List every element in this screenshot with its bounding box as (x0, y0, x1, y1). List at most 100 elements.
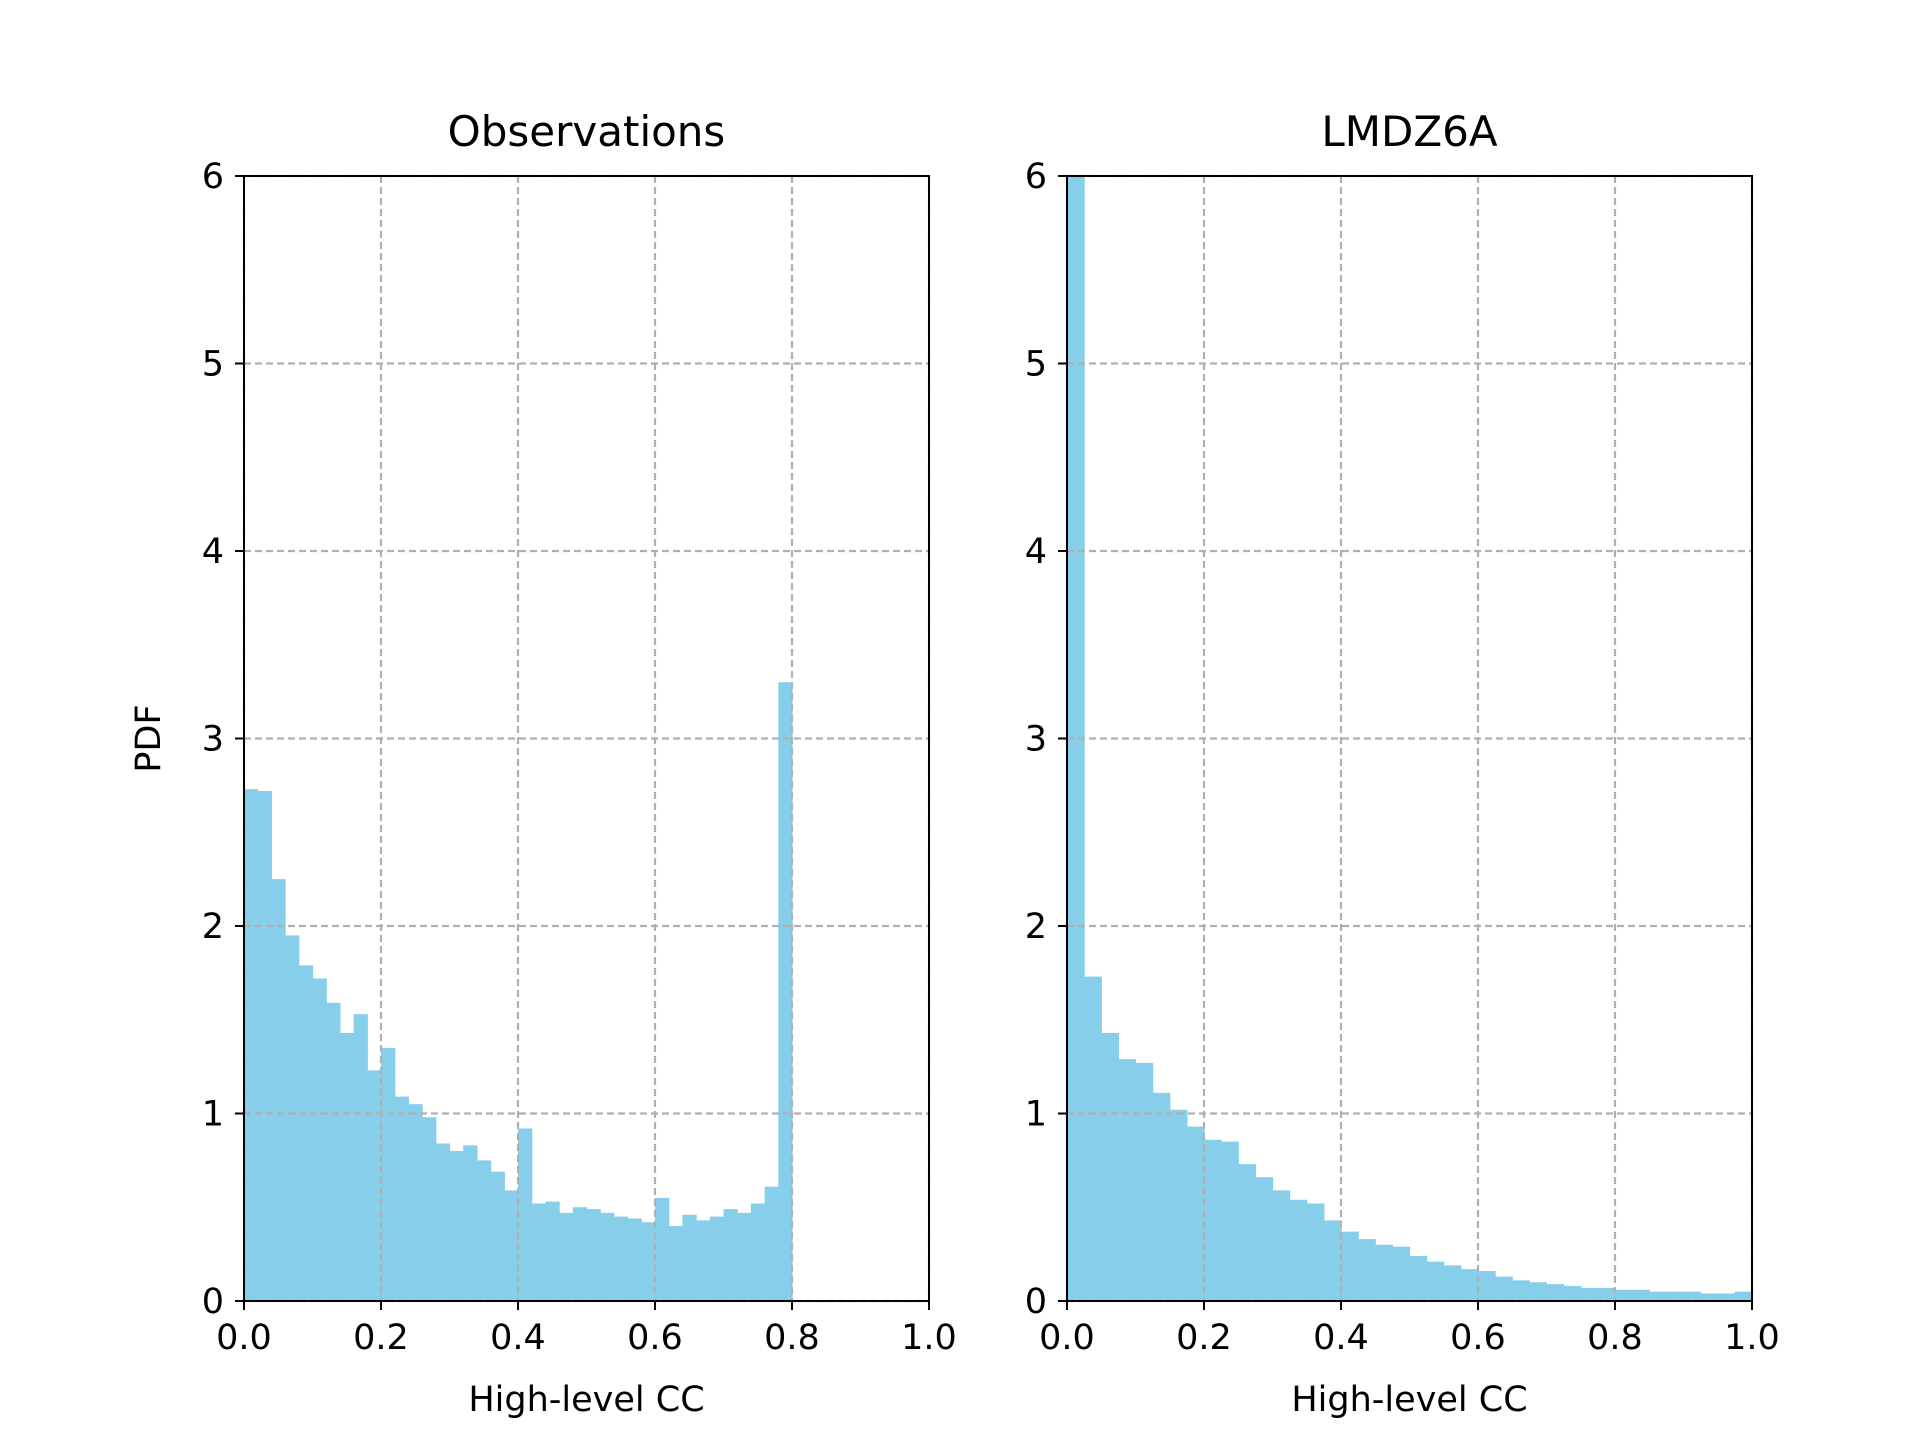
x-tick-label-lmdz6a-5: 1.0 (1724, 1318, 1780, 1358)
bar-lmdz6a-39 (1734, 1291, 1753, 1301)
y-tick-label-lmdz6a-4: 4 (1025, 532, 1047, 572)
bar-lmdz6a-26 (1512, 1280, 1530, 1301)
bar-observations-28 (627, 1218, 642, 1301)
bar-observations-2 (271, 879, 286, 1301)
bar-observations-8 (353, 1014, 368, 1301)
bar-lmdz6a-33 (1632, 1289, 1650, 1301)
bars-observations (244, 682, 793, 1301)
x-tick-label-observations-5: 1.0 (901, 1318, 957, 1358)
bar-observations-29 (641, 1222, 656, 1301)
bar-observations-7 (339, 1032, 355, 1301)
y-tick-label-observations-0: 0 (202, 1282, 224, 1322)
bar-lmdz6a-24 (1478, 1271, 1496, 1301)
panel-observations: 0.0 0.2 0.4 0.6 0.8 1.0 0 1 2 3 4 5 6 Observations H… (129, 107, 957, 1420)
ticks-observations: 0.0 0.2 0.4 0.6 0.8 1.0 0 1 2 3 4 5 6 (202, 157, 957, 1358)
bar-lmdz6a-3 (1118, 1059, 1137, 1301)
bar-observations-24 (572, 1207, 588, 1301)
y-tick-label-observations-2: 2 (202, 907, 224, 947)
bar-observations-25 (586, 1209, 601, 1301)
x-axis-label-observations: High-level CC (468, 1380, 704, 1420)
bar-lmdz6a-37 (1700, 1293, 1719, 1301)
bar-lmdz6a-14 (1306, 1203, 1325, 1301)
bar-lmdz6a-34 (1649, 1291, 1667, 1301)
x-axis-label-lmdz6a: High-level CC (1291, 1380, 1527, 1420)
bar-lmdz6a-35 (1666, 1291, 1685, 1301)
y-tick-label-observations-1: 1 (202, 1095, 224, 1135)
bar-lmdz6a-12 (1272, 1190, 1291, 1301)
x-tick-label-observations-2: 0.4 (490, 1318, 546, 1358)
bar-observations-33 (696, 1220, 711, 1301)
y-tick-label-lmdz6a-6: 6 (1025, 157, 1047, 197)
panel-lmdz6a: 0.0 0.2 0.4 0.6 0.8 1.0 0 1 2 3 4 5 6 LMDZ6A High-le… (1025, 107, 1780, 1420)
bar-observations-12 (408, 1104, 423, 1301)
bar-observations-19 (504, 1190, 519, 1301)
bar-lmdz6a-19 (1392, 1246, 1411, 1301)
y-tick-label-observations-6: 6 (202, 157, 224, 197)
y-tick-label-observations-5: 5 (202, 345, 224, 385)
bar-lmdz6a-7 (1186, 1126, 1205, 1301)
bar-observations-36 (737, 1212, 752, 1301)
bar-observations-32 (682, 1214, 697, 1301)
chart-title-lmdz6a: LMDZ6A (1321, 107, 1497, 156)
bar-lmdz6a-10 (1238, 1164, 1256, 1301)
bar-observations-15 (449, 1151, 464, 1301)
bar-observations-6 (326, 1002, 341, 1301)
bar-lmdz6a-36 (1683, 1291, 1702, 1301)
x-tick-label-observations-4: 0.8 (764, 1318, 820, 1358)
bar-lmdz6a-31 (1597, 1287, 1616, 1301)
x-tick-label-lmdz6a-4: 0.8 (1587, 1318, 1643, 1358)
bar-observations-21 (531, 1203, 546, 1301)
bar-lmdz6a-9 (1221, 1141, 1239, 1301)
bar-observations-10 (381, 1047, 396, 1301)
bar-lmdz6a-13 (1289, 1199, 1308, 1301)
bar-lmdz6a-1 (1084, 976, 1102, 1301)
bar-lmdz6a-30 (1580, 1287, 1599, 1301)
bar-observations-31 (668, 1226, 683, 1301)
bar-lmdz6a-28 (1546, 1284, 1565, 1301)
bar-lmdz6a-5 (1152, 1092, 1171, 1301)
bar-observations-26 (600, 1212, 615, 1301)
bar-observations-39 (778, 682, 793, 1301)
bar-observations-11 (394, 1096, 409, 1301)
bar-lmdz6a-0 (1067, 176, 1085, 1301)
bar-observations-38 (764, 1186, 779, 1301)
bar-lmdz6a-18 (1375, 1244, 1393, 1301)
x-tick-label-lmdz6a-1: 0.2 (1176, 1318, 1232, 1358)
bar-observations-13 (422, 1117, 437, 1301)
bar-lmdz6a-21 (1426, 1261, 1445, 1301)
y-axis-label-observations: PDF (129, 704, 169, 772)
x-tick-label-lmdz6a-2: 0.4 (1313, 1318, 1369, 1358)
bar-lmdz6a-11 (1255, 1177, 1274, 1301)
bar-lmdz6a-27 (1529, 1282, 1548, 1301)
bar-observations-4 (298, 965, 314, 1301)
bar-lmdz6a-16 (1341, 1231, 1359, 1301)
bar-observations-34 (709, 1216, 725, 1301)
x-tick-label-lmdz6a-0: 0.0 (1039, 1318, 1095, 1358)
y-tick-label-lmdz6a-3: 3 (1025, 720, 1047, 760)
bar-observations-5 (312, 978, 327, 1301)
bars-lmdz6a (1067, 176, 1753, 1301)
bar-observations-14 (435, 1143, 451, 1301)
y-tick-label-observations-3: 3 (202, 720, 224, 760)
bar-observations-22 (545, 1201, 560, 1301)
bar-observations-1 (257, 791, 272, 1301)
x-tick-label-observations-1: 0.2 (353, 1318, 409, 1358)
bar-lmdz6a-4 (1135, 1062, 1154, 1301)
bar-lmdz6a-17 (1358, 1239, 1376, 1301)
chart-title-observations: Observations (448, 107, 726, 156)
bar-lmdz6a-2 (1101, 1032, 1119, 1301)
bar-observations-17 (476, 1160, 492, 1301)
bar-observations-18 (490, 1171, 505, 1301)
bar-lmdz6a-6 (1169, 1109, 1188, 1301)
x-tick-label-lmdz6a-3: 0.6 (1450, 1318, 1506, 1358)
bar-lmdz6a-20 (1409, 1256, 1428, 1301)
x-tick-label-observations-3: 0.6 (627, 1318, 683, 1358)
bar-lmdz6a-32 (1615, 1289, 1633, 1301)
bar-lmdz6a-38 (1717, 1293, 1736, 1301)
y-tick-label-lmdz6a-0: 0 (1025, 1282, 1047, 1322)
y-tick-label-lmdz6a-1: 1 (1025, 1095, 1047, 1135)
bar-observations-20 (518, 1128, 533, 1301)
bar-lmdz6a-15 (1323, 1220, 1342, 1301)
bar-lmdz6a-22 (1443, 1265, 1462, 1301)
y-tick-label-lmdz6a-2: 2 (1025, 907, 1047, 947)
